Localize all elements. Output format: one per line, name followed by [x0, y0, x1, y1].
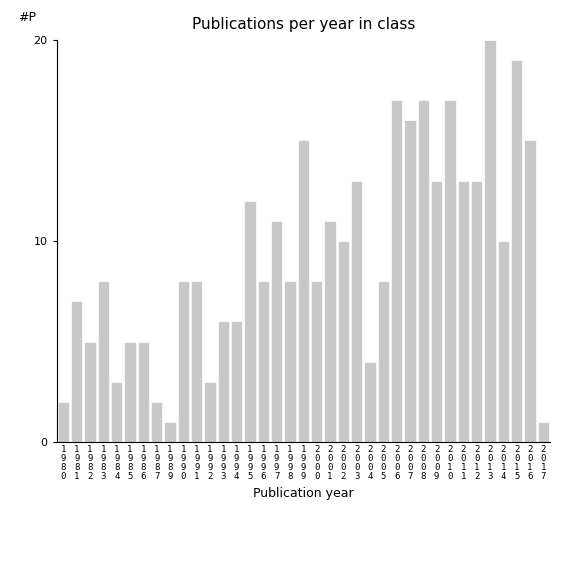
- Bar: [484, 40, 496, 442]
- Bar: [98, 281, 109, 442]
- Bar: [391, 100, 403, 442]
- Bar: [511, 60, 522, 442]
- Bar: [71, 302, 82, 442]
- Bar: [204, 382, 215, 442]
- Bar: [151, 402, 162, 442]
- Bar: [471, 180, 483, 442]
- Bar: [111, 382, 122, 442]
- Bar: [271, 221, 282, 442]
- Bar: [524, 141, 536, 442]
- Bar: [445, 100, 456, 442]
- Bar: [257, 281, 269, 442]
- Bar: [84, 341, 96, 442]
- Bar: [418, 100, 429, 442]
- Bar: [338, 241, 349, 442]
- Bar: [378, 281, 389, 442]
- Bar: [365, 362, 376, 442]
- Bar: [244, 201, 256, 442]
- Title: Publications per year in class: Publications per year in class: [192, 16, 415, 32]
- Bar: [404, 120, 416, 442]
- Bar: [298, 141, 309, 442]
- Bar: [351, 180, 362, 442]
- Bar: [231, 321, 242, 442]
- Bar: [458, 180, 469, 442]
- X-axis label: Publication year: Publication year: [253, 486, 354, 500]
- Bar: [324, 221, 336, 442]
- Bar: [311, 281, 323, 442]
- Bar: [218, 321, 229, 442]
- Bar: [138, 341, 149, 442]
- Bar: [498, 241, 509, 442]
- Bar: [124, 341, 136, 442]
- Bar: [191, 281, 202, 442]
- Bar: [284, 281, 295, 442]
- Bar: [164, 422, 176, 442]
- Bar: [58, 402, 69, 442]
- Bar: [177, 281, 189, 442]
- Y-axis label: #P: #P: [18, 11, 36, 24]
- Bar: [431, 180, 442, 442]
- Bar: [538, 422, 549, 442]
